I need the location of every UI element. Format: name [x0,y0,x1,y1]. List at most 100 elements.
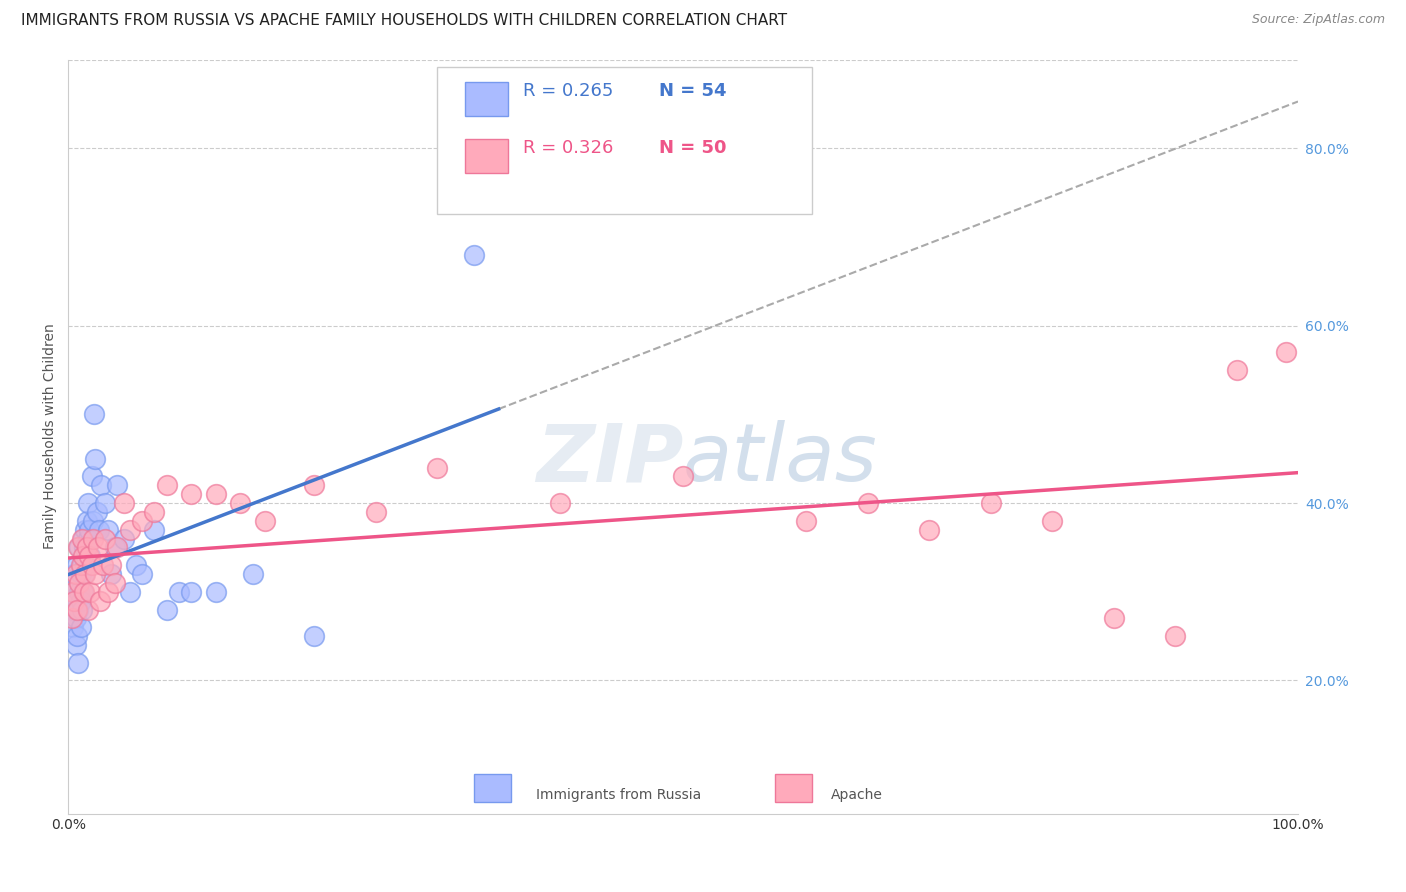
Point [156,478,179,492]
Point [77,523,100,537]
Point [918,523,941,537]
Point [242,567,264,582]
Point [76,541,98,555]
Point [72,532,94,546]
Point [204,584,226,599]
Point [77,549,100,564]
Point [1274,345,1296,359]
Point [143,505,166,519]
Point [75,558,97,573]
Point [180,487,202,501]
Point [69,593,91,607]
Point [364,505,387,519]
Point [89,593,111,607]
Point [107,478,129,492]
Point [63,567,86,582]
Point [70,602,93,616]
Point [67,602,90,616]
Point [67,541,90,555]
Point [67,584,90,599]
Bar [775,773,813,802]
Point [77,602,100,616]
Text: atlas: atlas [683,420,877,499]
Point [66,629,89,643]
Point [69,567,91,582]
Point [1102,611,1125,625]
Point [69,620,91,634]
Point [118,523,141,537]
Point [1040,514,1063,528]
Point [65,611,87,625]
Point [1225,363,1247,377]
Point [76,514,98,528]
Point [82,514,104,528]
Point [302,629,325,643]
Point [302,478,325,492]
Point [67,656,90,670]
Text: N = 54: N = 54 [658,82,725,100]
Point [131,514,153,528]
Point [72,584,94,599]
Point [60,611,83,625]
Point [131,567,153,582]
Point [229,496,252,510]
Point [67,576,90,591]
Point [77,496,100,510]
Point [548,496,571,510]
Text: N = 50: N = 50 [658,139,725,157]
Point [90,478,112,492]
Point [856,496,879,510]
Point [66,558,89,573]
Bar [465,82,509,116]
Point [66,602,89,616]
Point [118,584,141,599]
Point [180,584,202,599]
Point [82,532,104,546]
FancyBboxPatch shape [437,67,813,214]
Text: Source: ZipAtlas.com: Source: ZipAtlas.com [1251,13,1385,27]
Point [84,567,107,582]
Point [63,593,86,607]
Point [73,584,96,599]
Bar [465,139,509,173]
Text: Immigrants from Russia: Immigrants from Russia [536,789,700,802]
Point [143,523,166,537]
Point [104,576,127,591]
Point [794,514,817,528]
Point [167,584,190,599]
Point [79,549,101,564]
Point [69,558,91,573]
Text: IMMIGRANTS FROM RUSSIA VS APACHE FAMILY HOUSEHOLDS WITH CHILDREN CORRELATION CHA: IMMIGRANTS FROM RUSSIA VS APACHE FAMILY … [21,13,787,29]
Point [97,523,120,537]
Point [97,584,120,599]
Point [80,469,103,483]
Point [73,567,96,582]
Point [86,505,108,519]
Point [980,496,1002,510]
Point [87,541,110,555]
Point [156,602,179,616]
Text: Apache: Apache [831,789,883,802]
Text: R = 0.326: R = 0.326 [523,139,613,157]
Point [70,532,93,546]
Point [463,248,485,262]
Point [87,523,110,537]
Point [63,584,86,599]
Point [107,541,129,555]
Point [83,408,105,422]
Point [253,514,276,528]
Point [73,541,96,555]
Text: ZIP: ZIP [536,420,683,499]
Text: R = 0.265: R = 0.265 [523,82,613,100]
Point [62,620,84,634]
Point [67,541,90,555]
Point [76,541,98,555]
Point [72,549,94,564]
Bar [474,773,510,802]
Point [62,584,84,599]
Point [112,496,135,510]
Point [70,558,93,573]
Point [75,523,97,537]
Point [75,567,97,582]
Point [672,469,695,483]
